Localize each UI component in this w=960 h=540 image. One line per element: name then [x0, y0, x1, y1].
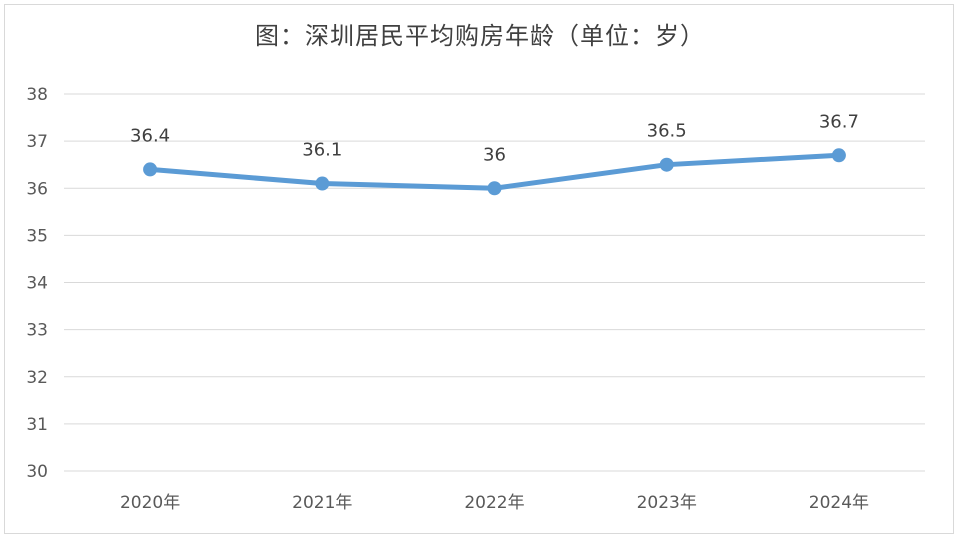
data-label: 36.7 — [819, 111, 859, 132]
y-tick-label: 35 — [26, 226, 48, 246]
data-point — [487, 181, 502, 196]
y-tick-label: 34 — [26, 274, 48, 294]
chart-frame — [4, 4, 954, 534]
data-point — [143, 162, 158, 177]
x-tick-label: 2024年 — [809, 493, 869, 513]
x-tick-label: 2023年 — [637, 493, 697, 513]
data-labels: 36.4 36.1 36 36.5 36.7 — [130, 111, 859, 165]
x-tick-label: 2021年 — [292, 493, 352, 513]
data-label: 36.4 — [130, 125, 170, 146]
data-points — [143, 148, 846, 196]
x-axis-tick-labels: 2020年 2021年 2022年 2023年 2024年 — [120, 493, 869, 513]
x-tick-label: 2020年 — [120, 493, 180, 513]
data-label: 36.5 — [647, 121, 687, 142]
y-tick-label: 32 — [26, 368, 48, 388]
data-point — [659, 157, 674, 172]
chart-title: 图：深圳居民平均购房年龄（单位：岁） — [255, 22, 705, 50]
y-tick-label: 33 — [26, 321, 48, 341]
y-axis-tick-labels: 30 31 32 33 34 35 36 37 38 — [26, 85, 48, 482]
data-label: 36 — [483, 144, 506, 165]
y-tick-label: 37 — [26, 132, 48, 152]
y-tick-label: 38 — [26, 85, 48, 105]
y-tick-label: 30 — [26, 462, 48, 482]
y-tick-label: 31 — [26, 415, 48, 435]
data-label: 36.1 — [302, 140, 342, 161]
data-point — [315, 176, 330, 191]
y-tick-label: 36 — [26, 179, 48, 199]
data-point — [831, 148, 846, 163]
x-tick-label: 2022年 — [464, 493, 524, 513]
